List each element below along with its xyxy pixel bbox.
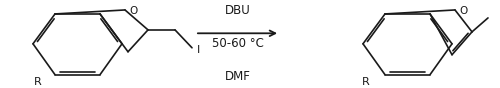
Text: R: R [362, 77, 370, 87]
Text: O: O [129, 6, 137, 16]
Text: I: I [197, 45, 200, 55]
Text: 50-60 °C: 50-60 °C [212, 37, 264, 50]
Text: R: R [34, 77, 42, 87]
Text: DMF: DMF [224, 70, 250, 83]
Text: DBU: DBU [224, 4, 250, 17]
Text: O: O [459, 6, 467, 16]
